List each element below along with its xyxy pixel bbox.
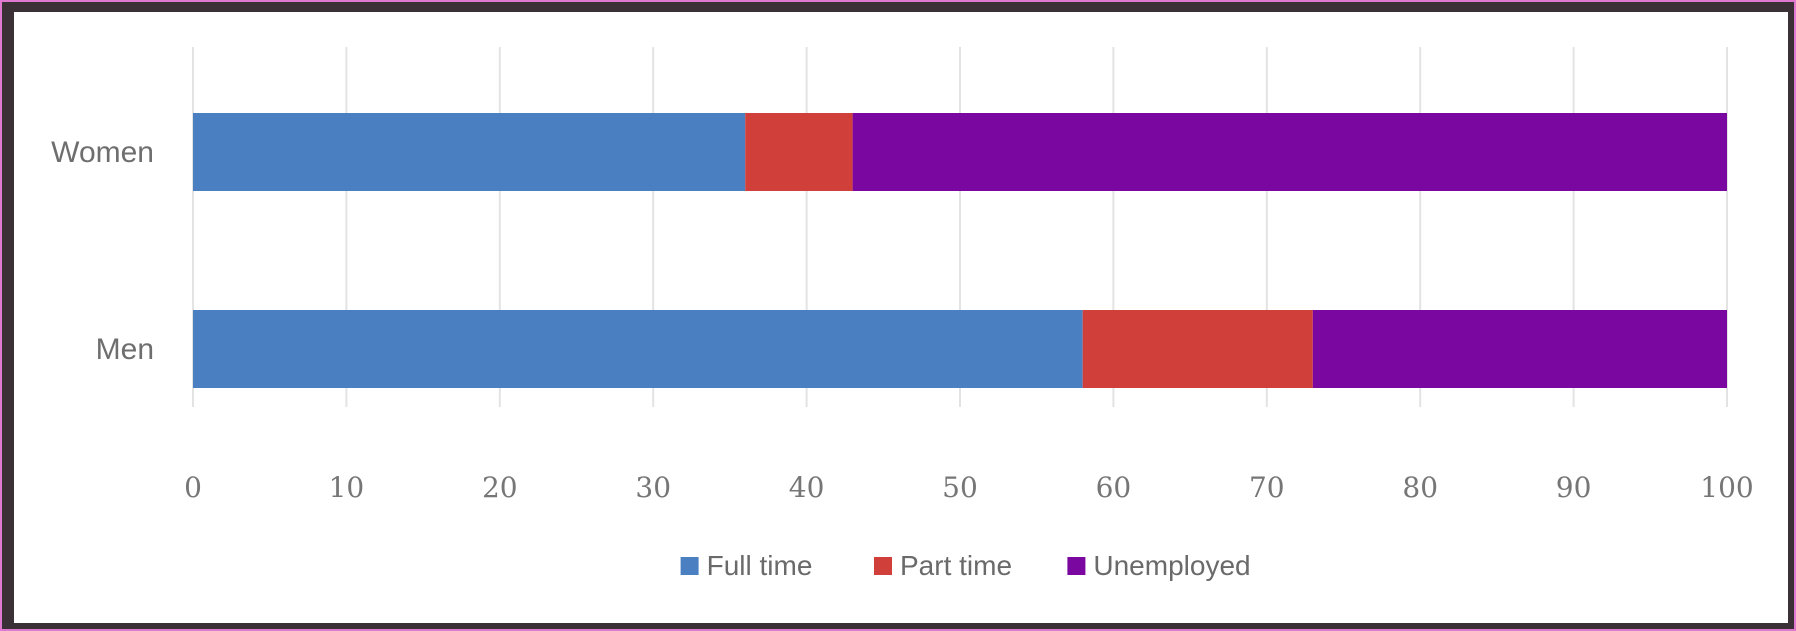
x-tick-labels: 0 10 20 30 40 50 60 70 80 90 100 (184, 471, 1754, 504)
x-tick-label: 50 (942, 471, 978, 504)
bar-men-full-time (193, 310, 1083, 388)
x-tick-label: 60 (1096, 471, 1132, 504)
category-label-men: Men (96, 333, 154, 366)
bar-series (193, 113, 1727, 388)
legend-label-unemployed: Unemployed (1093, 550, 1250, 581)
legend-swatch-unemployed (1067, 557, 1086, 575)
bar-women-part-time (745, 113, 853, 191)
legend-swatch-full-time (680, 557, 699, 575)
chart-panel: Women Men 0 10 20 30 40 50 60 70 80 90 100 Full tim… (14, 12, 1788, 623)
x-tick-label: 30 (635, 471, 671, 504)
x-tick-label: 0 (184, 471, 202, 504)
bar-men-unemployed (1312, 310, 1727, 388)
bar-men-part-time (1082, 310, 1313, 388)
stacked-bar-chart: Women Men 0 10 20 30 40 50 60 70 80 90 100 Full tim… (51, 47, 1754, 581)
x-tick-label: 20 (482, 471, 518, 504)
category-labels: Women Men (51, 136, 154, 366)
x-tick-label: 10 (329, 471, 365, 504)
bar-women-full-time (193, 113, 746, 191)
x-tick-label: 40 (789, 471, 825, 504)
legend: Full time Part time Unemployed (680, 550, 1251, 581)
x-tick-label: 80 (1402, 471, 1438, 504)
category-label-women: Women (51, 136, 154, 169)
bar-women-unemployed (852, 113, 1727, 191)
x-tick-label: 70 (1249, 471, 1285, 504)
x-tick-label: 100 (1700, 471, 1753, 504)
legend-swatch-part-time (874, 557, 892, 575)
x-tick-label: 90 (1556, 471, 1592, 504)
legend-label-full-time: Full time (707, 550, 813, 581)
legend-label-part-time: Part time (900, 550, 1012, 581)
